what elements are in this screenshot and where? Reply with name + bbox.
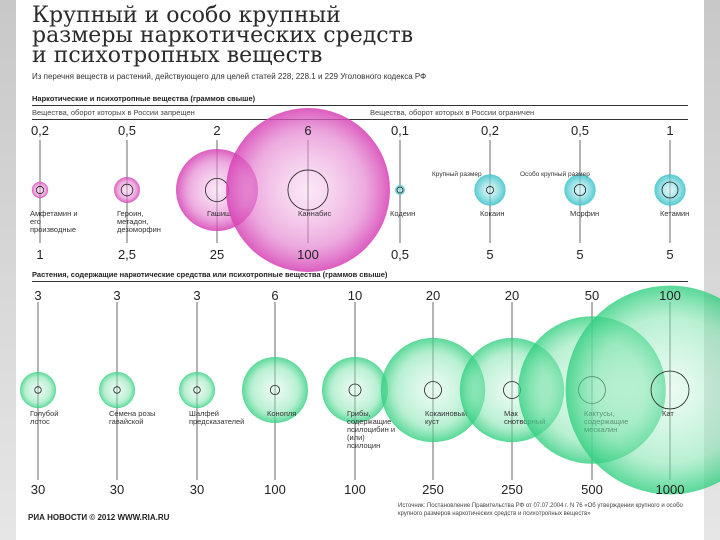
large-size-circle	[348, 383, 362, 397]
extra-large-bubble	[98, 371, 136, 409]
extra-large-value: 30	[110, 482, 124, 497]
large-size-circle	[650, 370, 690, 410]
extra-large-value: 100	[297, 247, 319, 262]
extra-large-bubble	[31, 181, 49, 199]
extra-large-value: 1000	[656, 482, 685, 497]
section2-heading: Растения, содержащие наркотические средс…	[32, 270, 388, 279]
large-size-value: 20	[426, 288, 440, 303]
large-size-value: 100	[659, 288, 681, 303]
substance-label: Амфетамин и его производные	[30, 209, 78, 234]
large-size-value: 3	[193, 288, 200, 303]
large-size-value: 20	[505, 288, 519, 303]
ria-logo: РИА НОВОСТИ © 2012 WWW.RIA.RU	[28, 513, 170, 522]
extra-large-value: 5	[486, 247, 493, 262]
extra-large-bubble	[226, 108, 390, 272]
extra-large-bubble	[380, 337, 486, 443]
large-size-value: 0,1	[391, 123, 409, 138]
source-note: Источник: Постановление Правительства РФ…	[398, 503, 683, 517]
extra-large-bubble	[178, 371, 216, 409]
extra-large-bubble	[242, 357, 308, 423]
extra-large-value: 250	[422, 482, 444, 497]
extra-large-value: 30	[31, 482, 45, 497]
section1-subrule	[32, 119, 688, 120]
substance-label: Гашиш	[207, 209, 231, 218]
legend-extra-large: Особо крупный размер	[520, 170, 590, 178]
substance-label: Кодеин	[390, 209, 415, 218]
large-size-value: 50	[585, 288, 599, 303]
extra-large-bubble	[114, 177, 140, 203]
extra-large-value: 500	[581, 482, 603, 497]
extra-large-bubble	[474, 174, 506, 206]
large-size-circle	[193, 386, 201, 394]
large-size-value: 6	[304, 123, 311, 138]
large-size-circle	[573, 183, 587, 197]
extra-large-bubble	[322, 357, 388, 423]
large-size-value: 0,2	[481, 123, 499, 138]
large-size-value: 10	[348, 288, 362, 303]
extra-large-value: 30	[190, 482, 204, 497]
section1-heading: Наркотические и психотропные вещества (г…	[32, 94, 256, 103]
extra-large-value: 100	[264, 482, 286, 497]
plant-label: Шалфей предсказателей	[189, 409, 244, 426]
page-title: Крупный и особо крупный размеры наркотич…	[32, 3, 414, 68]
section1-rule	[32, 105, 688, 106]
extra-large-value: 5	[666, 247, 673, 262]
plant-label: Грибы, содержащие псилоцибин и (или) псилоци…	[347, 409, 395, 450]
extra-large-value: 0,5	[391, 247, 409, 262]
large-size-value: 0,5	[118, 123, 136, 138]
extra-large-value: 100	[344, 482, 366, 497]
substance-label: Каннабис	[298, 209, 331, 218]
extra-large-bubble	[565, 285, 720, 495]
large-size-circle	[120, 183, 134, 197]
plant-label: Мак снотворный	[504, 409, 545, 426]
plant-label: Голубой лотос	[30, 409, 58, 426]
substance-label: Героин, метадон, дезоморфин	[117, 209, 161, 234]
large-size-circle	[35, 185, 45, 195]
large-size-value: 0,5	[571, 123, 589, 138]
large-size-circle	[113, 386, 121, 394]
extra-large-bubble	[395, 185, 405, 195]
large-size-circle	[396, 186, 404, 194]
page-subtitle: Из перечня веществ и растений, действующ…	[32, 72, 427, 81]
large-size-circle	[661, 181, 679, 199]
plant-label: Кокаиновый куст	[425, 409, 467, 426]
large-size-circle	[424, 381, 442, 399]
large-size-value: 6	[271, 288, 278, 303]
extra-large-value: 25	[210, 247, 224, 262]
extra-large-value: 1	[36, 247, 43, 262]
substance-label: Кокаин	[480, 209, 505, 218]
legend-large: Крупный размер	[432, 170, 482, 178]
extra-large-bubble	[564, 174, 596, 206]
large-size-value: 3	[34, 288, 41, 303]
large-size-value: 1	[666, 123, 673, 138]
large-size-value: 2	[213, 123, 220, 138]
extra-large-bubble	[19, 371, 57, 409]
large-size-circle	[269, 384, 281, 396]
large-size-circle	[34, 386, 42, 394]
section1-right-sub: Вещества, оборот которых в России ограни…	[370, 108, 535, 117]
section1-left-sub: Вещества, оборот которых в России запрещ…	[32, 108, 195, 117]
section2-rule	[32, 281, 688, 282]
left-margin	[0, 0, 16, 540]
large-size-circle	[486, 186, 494, 194]
extra-large-value: 5	[576, 247, 583, 262]
substance-label: Кетамин	[660, 209, 689, 218]
plant-label: Семена розы гавайской	[109, 409, 155, 426]
extra-large-value: 2,5	[118, 247, 136, 262]
extra-large-value: 250	[501, 482, 523, 497]
extra-large-bubble	[654, 174, 686, 206]
substance-label: Морфин	[570, 209, 599, 218]
plant-label: Кат	[662, 409, 674, 418]
large-size-circle	[287, 169, 329, 211]
large-size-value: 0,2	[31, 123, 49, 138]
large-size-value: 3	[113, 288, 120, 303]
plant-label: Конопля	[267, 409, 296, 418]
